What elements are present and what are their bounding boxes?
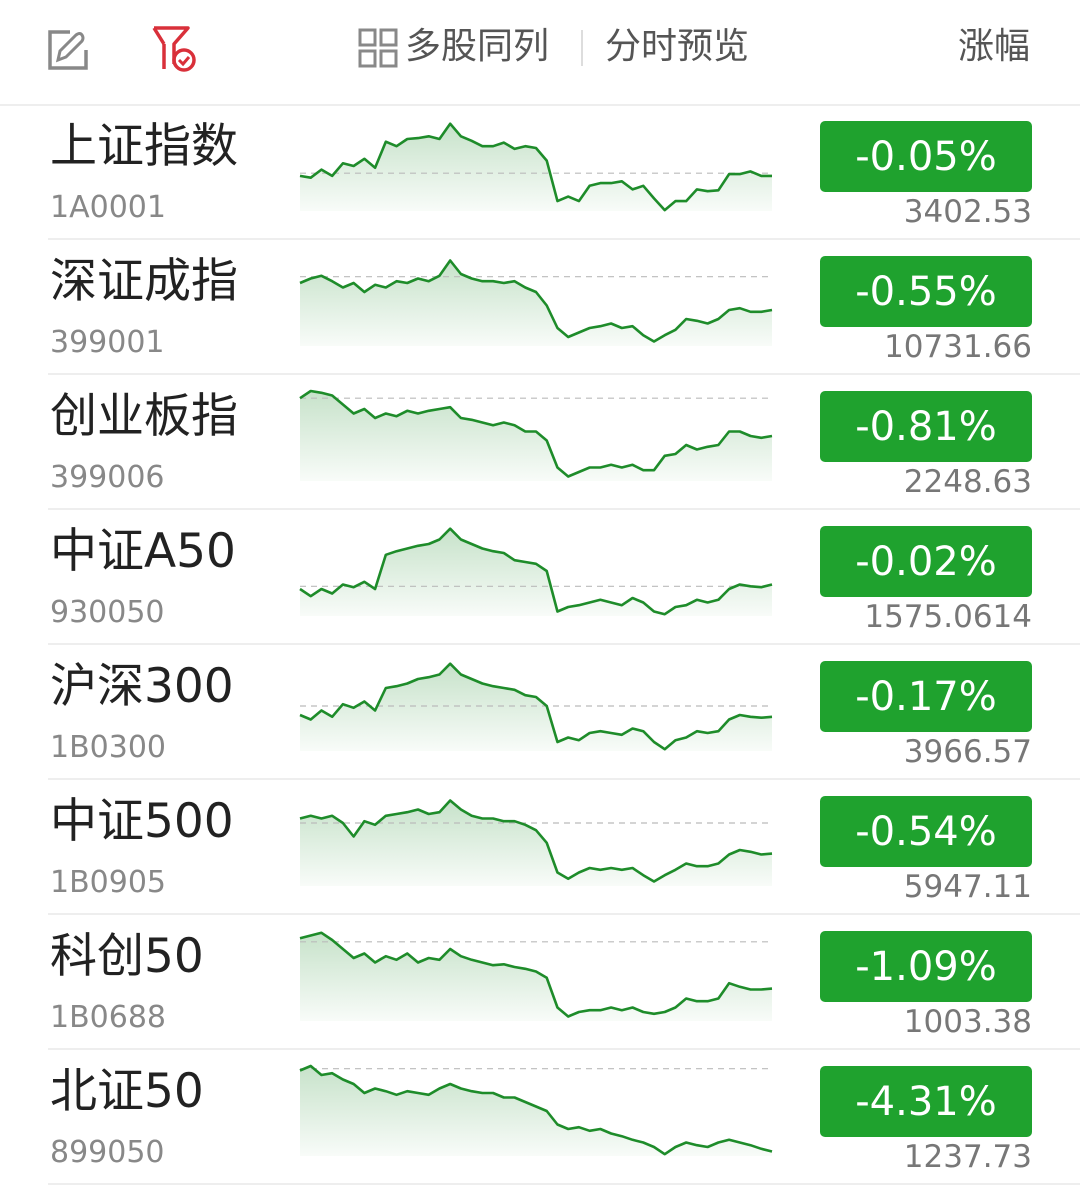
row-divider [48,1048,1080,1050]
sparkline-area [300,663,772,751]
index-price: 1237.73 [903,1139,1032,1175]
sparkline-area [300,1066,772,1156]
change-badge[interactable]: -4.31% [820,1066,1032,1137]
toolbar: 多股同列 分时预览 涨幅 [0,0,1080,106]
index-name: 上证指数 [50,119,238,174]
sparkline-area [300,391,772,481]
index-row[interactable]: 创业板指 399006 -0.81% 2248.63 [0,375,1080,510]
index-code: 1B0300 [50,730,167,765]
multi-stock-button[interactable]: 多股同列 [405,26,550,67]
index-row[interactable]: 中证A50 930050 -0.02% 1575.0614 [0,510,1080,645]
index-price: 1003.38 [903,1004,1032,1040]
index-price: 5947.11 [903,869,1032,905]
sparkline-line [299,389,773,478]
intraday-sparkline [299,389,773,481]
row-divider [48,1183,1080,1185]
intraday-sparkline [299,259,773,346]
index-row[interactable]: 沪深300 1B0300 -0.17% 3966.57 [0,645,1080,780]
row-divider [48,643,1080,645]
index-name: 中证500 [50,794,234,849]
change-badge[interactable]: -0.05% [820,121,1032,192]
intraday-sparkline [299,662,773,751]
row-divider [48,778,1080,780]
index-price: 3966.57 [903,734,1032,770]
row-divider [48,913,1080,915]
sparkline-line [299,662,773,751]
change-badge[interactable]: -0.17% [820,661,1032,732]
index-code: 1B0688 [50,1000,167,1035]
row-divider [48,238,1080,240]
sparkline-area [300,932,772,1021]
sparkline-line [299,527,773,616]
index-name: 创业板指 [50,389,238,444]
intraday-sparkline [299,1064,773,1156]
change-badge[interactable]: -0.54% [820,796,1032,867]
index-code: 399001 [50,325,165,360]
grid-icon[interactable] [358,28,398,68]
index-code: 1A0001 [50,190,166,225]
index-code: 930050 [50,595,165,630]
sort-by-change-button[interactable]: 涨幅 [958,26,1031,67]
index-code: 1B0905 [50,865,167,900]
index-price: 10731.66 [884,329,1032,365]
sparkline-area [300,123,772,211]
divider [581,30,583,66]
index-price: 3402.53 [903,194,1032,230]
sparkline-area [300,800,772,886]
index-code: 899050 [50,1135,165,1170]
sparkline-line [299,931,773,1018]
intraday-sparkline [299,931,773,1021]
sparkline-area [300,260,772,346]
index-name: 沪深300 [50,659,234,714]
row-divider [48,508,1080,510]
index-code: 399006 [50,460,165,495]
row-divider [48,373,1080,375]
index-name: 中证A50 [50,524,236,579]
sparkline-area [300,528,772,616]
index-name: 北证50 [50,1064,204,1119]
index-row[interactable]: 科创50 1B0688 -1.09% 1003.38 [0,915,1080,1050]
index-row[interactable]: 北证50 899050 -4.31% 1237.73 [0,1050,1080,1185]
change-badge[interactable]: -0.81% [820,391,1032,462]
sparkline-line [299,1064,773,1156]
sparkline-line [299,259,773,343]
index-row[interactable]: 深证成指 399001 -0.55% 10731.66 [0,240,1080,375]
index-price: 1575.0614 [864,599,1032,635]
sparkline-line [299,122,772,212]
filter-check-icon[interactable] [152,24,202,74]
index-name: 深证成指 [50,254,238,309]
intraday-sparkline [299,527,773,616]
intraday-preview-button[interactable]: 分时预览 [605,26,750,67]
index-row[interactable]: 上证指数 1A0001 -0.05% 3402.53 [0,105,1080,240]
change-badge[interactable]: -0.02% [820,526,1032,597]
index-row[interactable]: 中证500 1B0905 -0.54% 5947.11 [0,780,1080,915]
edit-icon[interactable] [44,24,94,74]
index-price: 2248.63 [903,464,1032,500]
intraday-sparkline [299,799,773,886]
index-name: 科创50 [50,929,204,984]
change-badge[interactable]: -1.09% [820,931,1032,1002]
sparkline-line [299,799,773,883]
change-badge[interactable]: -0.55% [820,256,1032,327]
intraday-sparkline [299,122,772,212]
